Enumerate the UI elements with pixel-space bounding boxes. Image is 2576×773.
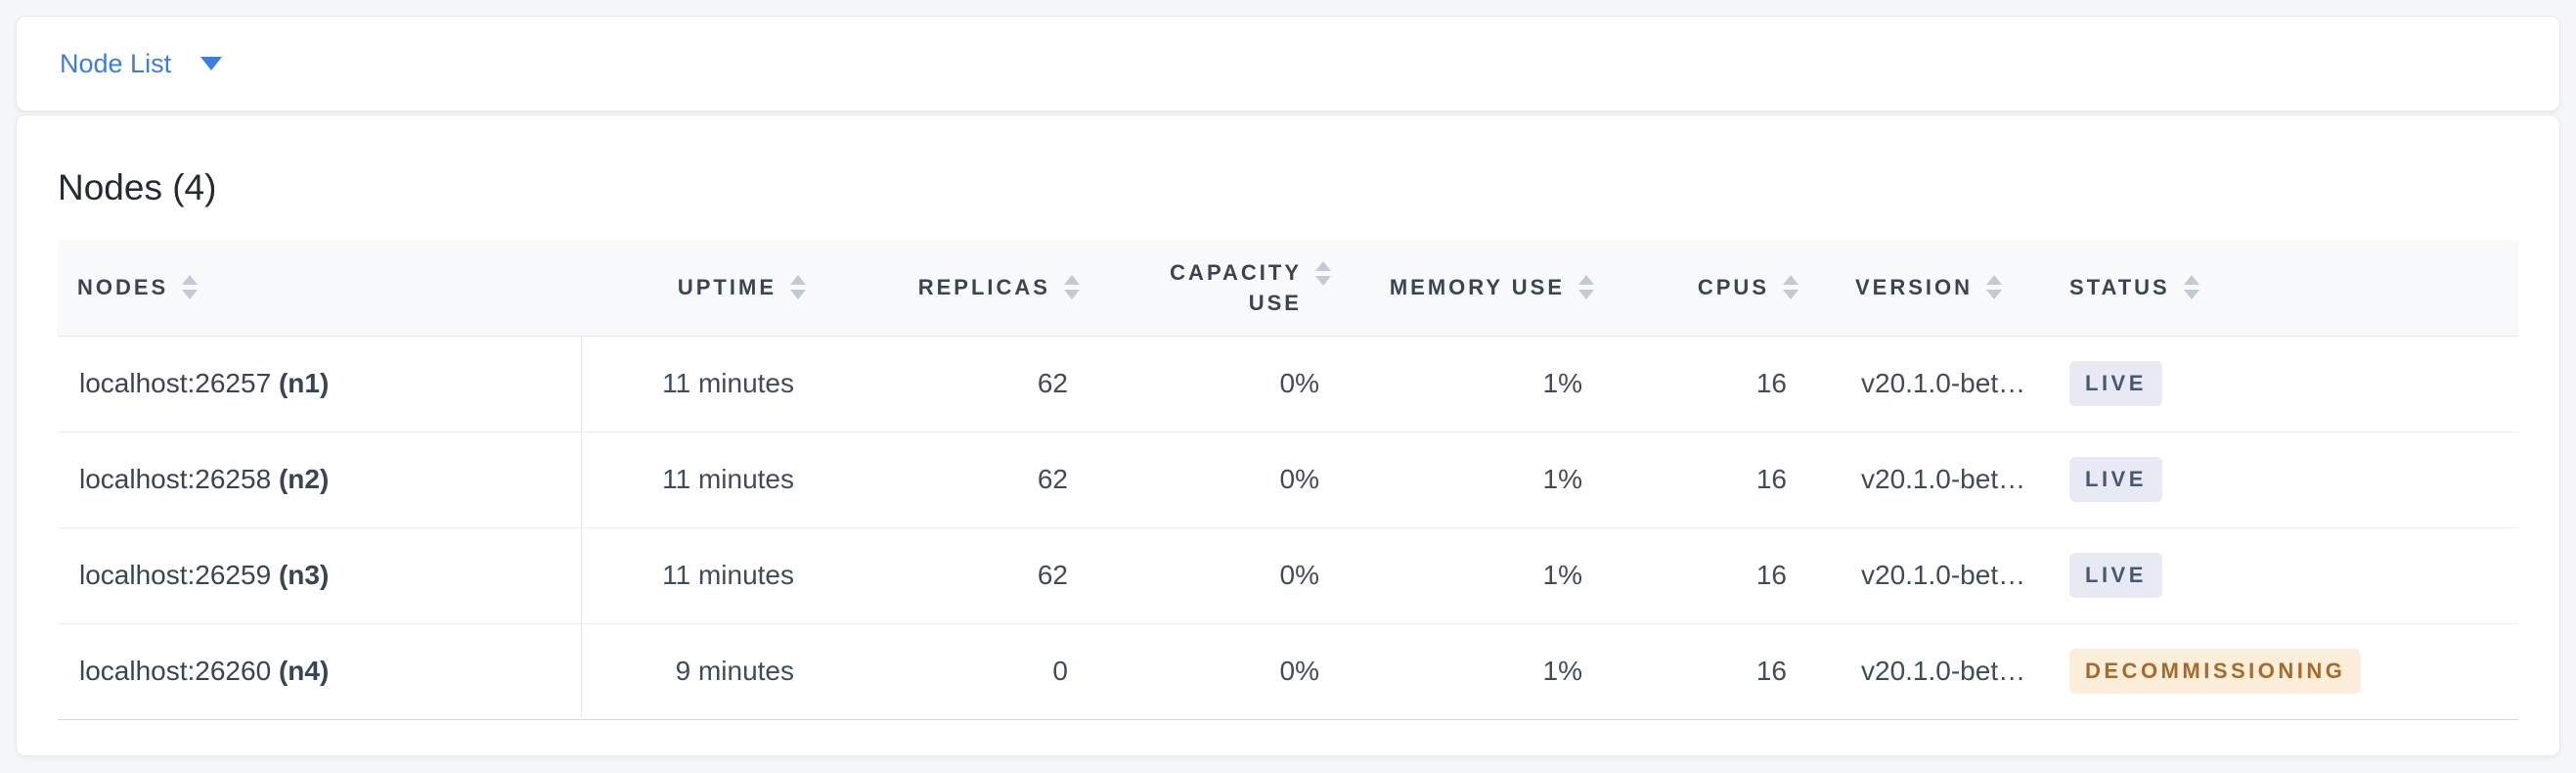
uptime-cell: 9 minutes [675, 656, 794, 686]
column-header-version[interactable]: VERSION [1806, 240, 2046, 337]
column-header-status[interactable]: STATUS [2046, 240, 2518, 337]
column-header-capacity-use[interactable]: CAPACITY USE [1088, 240, 1339, 337]
cpus-cell: 16 [1755, 368, 1787, 398]
caret-down-icon [200, 57, 223, 70]
memory-use-cell: 1% [1542, 464, 1582, 494]
table-row: localhost:26257 (n1) 11 minutes 62 0% 1%… [58, 336, 2518, 432]
version-cell: v20.1.0-bet… [1861, 368, 2026, 398]
cpus-cell: 16 [1755, 560, 1787, 590]
status-badge: LIVE [2069, 361, 2162, 406]
sort-icon [1315, 260, 1331, 286]
status-cell: LIVE [2046, 432, 2518, 527]
column-header-memory-use[interactable]: MEMORY USE [1339, 240, 1602, 337]
table-row: localhost:26259 (n3) 11 minutes 62 0% 1%… [58, 527, 2518, 623]
column-header-nodes[interactable]: NODES [58, 240, 581, 337]
memory-use-cell: 1% [1542, 368, 1582, 398]
sort-icon [182, 275, 199, 300]
capacity-use-cell: 0% [1279, 560, 1319, 590]
table-header-row: NODES UPTIME REPLICAS [58, 240, 2518, 337]
table-row: localhost:26258 (n2) 11 minutes 62 0% 1%… [58, 432, 2518, 527]
page-title: Nodes (4) [58, 167, 217, 207]
memory-use-cell: 1% [1542, 656, 1582, 686]
node-address-cell: localhost:26258 (n2) [58, 432, 582, 527]
uptime-cell: 11 minutes [662, 560, 794, 590]
column-header-uptime[interactable]: UPTIME [581, 240, 814, 337]
view-selector-bar: Node List [16, 16, 2560, 112]
version-cell: v20.1.0-bet… [1861, 560, 2026, 590]
replicas-cell: 0 [1052, 656, 1068, 686]
cpus-cell: 16 [1755, 464, 1787, 494]
status-badge: LIVE [2069, 457, 2162, 502]
column-header-replicas[interactable]: REPLICAS [814, 240, 1088, 337]
replicas-cell: 62 [1037, 560, 1068, 590]
uptime-cell: 11 minutes [662, 464, 794, 494]
capacity-use-cell: 0% [1279, 656, 1319, 686]
node-address-cell: localhost:26257 (n1) [58, 336, 582, 432]
sort-icon [1783, 275, 1799, 300]
status-cell: DECOMMISSIONING [2046, 623, 2518, 719]
status-cell: LIVE [2046, 527, 2518, 623]
node-list-dropdown[interactable]: Node List [60, 48, 223, 78]
sort-icon [790, 275, 806, 300]
sort-icon [1578, 275, 1594, 300]
sort-icon [1064, 275, 1080, 300]
uptime-cell: 11 minutes [662, 368, 794, 398]
replicas-cell: 62 [1037, 368, 1068, 398]
capacity-use-cell: 0% [1279, 464, 1319, 494]
capacity-use-cell: 0% [1279, 368, 1319, 398]
column-header-cpus[interactable]: CPUS [1602, 240, 1806, 337]
version-cell: v20.1.0-bet… [1861, 656, 2026, 686]
sort-icon [1986, 275, 2003, 300]
status-badge: LIVE [2069, 553, 2162, 598]
memory-use-cell: 1% [1542, 560, 1582, 590]
version-cell: v20.1.0-bet… [1861, 464, 2026, 494]
replicas-cell: 62 [1037, 464, 1068, 494]
status-cell: LIVE [2046, 336, 2518, 432]
nodes-table: NODES UPTIME REPLICAS [58, 240, 2518, 720]
nodes-panel: Nodes (4) NODES UPTIME [16, 114, 2560, 756]
cpus-cell: 16 [1755, 656, 1787, 686]
sort-icon [2183, 275, 2199, 300]
status-badge: DECOMMISSIONING [2069, 649, 2362, 694]
node-address-cell: localhost:26260 (n4) [58, 623, 582, 719]
table-row: localhost:26260 (n4) 9 minutes 0 0% 1% 1… [58, 623, 2518, 719]
node-list-dropdown-label: Node List [60, 48, 172, 78]
node-address-cell: localhost:26259 (n3) [58, 527, 582, 623]
